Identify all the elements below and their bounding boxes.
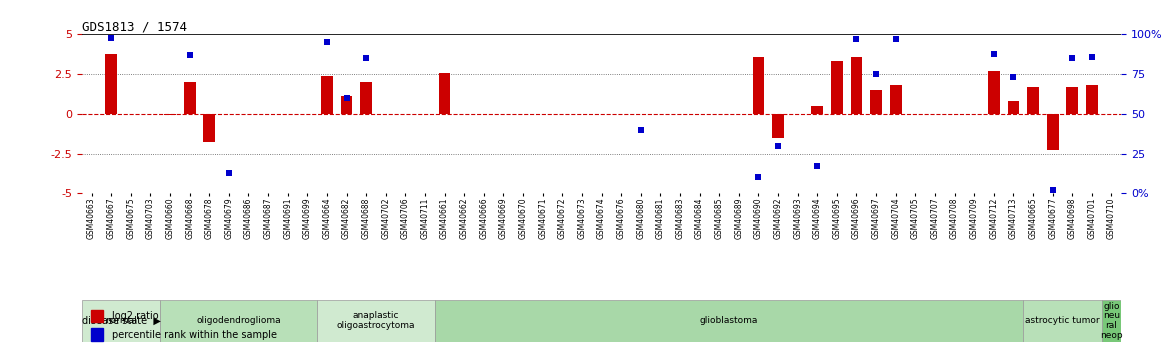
Bar (1101, 300, 1121, 342)
Bar (830, 61, 843, 114)
Bar (91, 310, 103, 322)
Bar (183, 82, 195, 114)
Bar (360, 82, 373, 114)
Bar (318, 300, 434, 342)
Bar (850, 57, 862, 114)
Bar (160, 300, 318, 342)
Bar (434, 300, 1023, 342)
Bar (1066, 87, 1078, 114)
Bar (165, 114, 176, 116)
Bar (870, 90, 882, 114)
Bar (812, 106, 823, 114)
Bar (1027, 87, 1038, 114)
Bar (772, 114, 784, 138)
Text: oligodendroglioma: oligodendroglioma (196, 316, 281, 325)
Text: percentile rank within the sample: percentile rank within the sample (112, 330, 277, 339)
Bar (1086, 85, 1098, 114)
Text: normal: normal (105, 316, 137, 325)
Bar (203, 114, 215, 142)
Bar (890, 85, 902, 114)
Bar (1047, 114, 1058, 150)
Text: GDS1813 / 1574: GDS1813 / 1574 (82, 20, 187, 33)
Bar (1008, 101, 1020, 114)
Text: glioblastoma: glioblastoma (700, 316, 758, 325)
Bar (321, 76, 333, 114)
Bar (105, 53, 117, 114)
Text: log2 ratio: log2 ratio (112, 311, 159, 321)
Bar (752, 57, 764, 114)
Bar (1023, 300, 1101, 342)
Bar (439, 72, 451, 114)
Text: astrocytic tumor: astrocytic tumor (1026, 316, 1100, 325)
Text: glio
neu
ral
neop: glio neu ral neop (1100, 302, 1122, 340)
Bar (988, 71, 1000, 114)
Text: anaplastic
oligoastrocytoma: anaplastic oligoastrocytoma (336, 312, 415, 330)
Text: disease state  ▶: disease state ▶ (82, 316, 161, 326)
Bar (91, 328, 103, 341)
Bar (341, 96, 353, 114)
Bar (82, 300, 160, 342)
